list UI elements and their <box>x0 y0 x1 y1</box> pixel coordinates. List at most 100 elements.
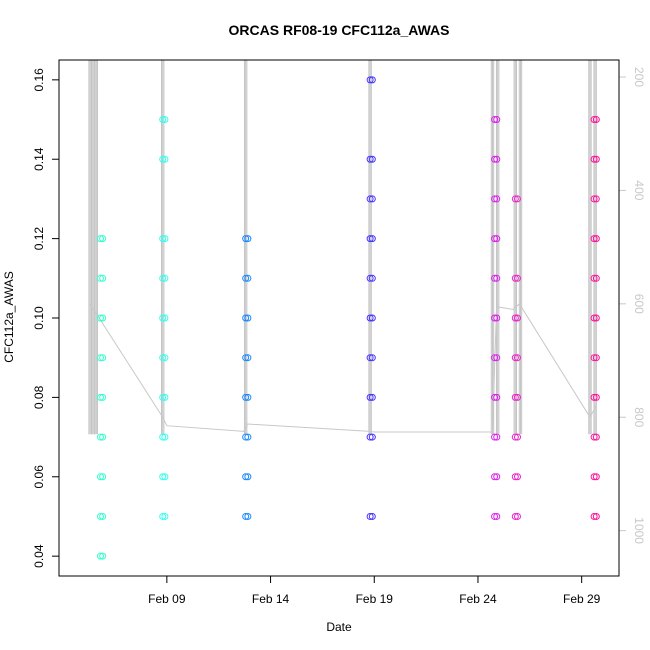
data-point-rf14-1-b <box>592 473 600 481</box>
data-point-rf12-1-b <box>493 473 501 481</box>
data-point-rf09-5-b <box>161 314 169 322</box>
data-point-rf08-3 <box>96 433 104 441</box>
data-point-rf13-4-b <box>513 354 521 362</box>
data-point-rf10-6-b <box>244 274 252 282</box>
data-point-rf14-10-b <box>592 116 600 124</box>
x-tick-label-4: Feb 29 <box>563 592 601 606</box>
data-point-rf14-10 <box>590 116 598 124</box>
data-point-rf10-0-b <box>244 512 252 520</box>
data-point-rf13-7-b <box>513 195 521 203</box>
x-tick-label-2: Feb 19 <box>356 592 394 606</box>
chart-title: ORCAS RF08-19 CFC112a_AWAS <box>229 22 450 38</box>
data-point-rf09-3-b <box>161 393 169 401</box>
data-point-rf10-3 <box>242 393 250 401</box>
data-point-rf09-0-b <box>161 512 169 520</box>
y-tick-label-1: 0.06 <box>32 465 46 489</box>
data-point-rf09-4 <box>159 354 167 362</box>
data-point-rf09-8-b <box>161 155 169 163</box>
y-tick-label-4: 0.12 <box>32 227 46 251</box>
data-point-rf13-3-b <box>513 393 521 401</box>
data-point-rf10-3-b <box>244 393 252 401</box>
data-point-rf08-0-b <box>99 552 107 560</box>
data-point-rf08-7 <box>96 274 104 282</box>
x-tick-label-3: Feb 24 <box>459 592 497 606</box>
data-point-rf14-2-b <box>592 433 600 441</box>
y2-tick-label-2: 600 <box>632 294 646 314</box>
data-point-rf09-5 <box>159 314 167 322</box>
y2-tick-label-1: 400 <box>632 180 646 200</box>
data-point-rf12-4-b <box>493 354 501 362</box>
data-point-rf12-0-b <box>493 512 501 520</box>
data-point-rf14-6-b <box>592 274 600 282</box>
data-point-rf08-8 <box>96 235 104 243</box>
y-tick-label-6: 0.16 <box>32 68 46 92</box>
data-point-rf10-6 <box>242 274 250 282</box>
pressure-track-line <box>89 303 597 433</box>
data-point-rf08-5-b <box>99 354 107 362</box>
data-point-rf11-5 <box>366 274 374 282</box>
data-point-rf12-2 <box>491 433 499 441</box>
data-point-rf11-3 <box>366 354 374 362</box>
data-point-rf08-3-b <box>99 433 107 441</box>
data-point-rf14-6 <box>590 274 598 282</box>
data-point-rf13-6 <box>511 274 519 282</box>
data-point-rf14-4 <box>590 354 598 362</box>
data-point-rf10-7 <box>242 235 250 243</box>
data-point-rf11-2-b <box>368 393 376 401</box>
data-point-rf08-4-b <box>99 393 107 401</box>
data-point-rf12-1 <box>491 473 499 481</box>
data-point-rf09-2-b <box>161 433 169 441</box>
y2-tick-label-3: 800 <box>632 407 646 427</box>
data-point-rf14-0-b <box>592 512 600 520</box>
data-point-rf08-1 <box>96 512 104 520</box>
data-point-rf09-1 <box>159 473 167 481</box>
data-point-rf11-7 <box>366 195 374 203</box>
data-point-rf13-7 <box>511 195 519 203</box>
data-point-rf14-8 <box>590 195 598 203</box>
data-point-rf08-2-b <box>99 473 107 481</box>
data-point-rf11-6 <box>366 235 374 243</box>
data-point-rf08-4 <box>96 393 104 401</box>
data-point-rf11-0-b <box>368 512 376 520</box>
data-point-rf10-2-b <box>244 433 252 441</box>
data-point-rf11-9 <box>366 76 374 84</box>
y-tick-label-5: 0.14 <box>32 147 46 171</box>
data-point-rf13-0 <box>511 512 519 520</box>
data-point-rf10-0 <box>242 512 250 520</box>
y-tick-label-0: 0.04 <box>32 544 46 568</box>
y2-tick-label-4: 1000 <box>632 517 646 544</box>
data-point-rf10-1 <box>242 473 250 481</box>
data-point-rf14-9-b <box>592 155 600 163</box>
data-point-rf14-8-b <box>592 195 600 203</box>
data-point-rf12-6 <box>491 274 499 282</box>
data-point-rf11-5-b <box>368 274 376 282</box>
data-point-rf13-1-b <box>513 473 521 481</box>
data-point-rf12-8-b <box>493 195 501 203</box>
data-point-rf14-7-b <box>592 235 600 243</box>
data-point-rf08-2 <box>96 473 104 481</box>
data-point-rf13-2-b <box>513 433 521 441</box>
data-point-rf10-5 <box>242 314 250 322</box>
data-point-rf12-6-b <box>493 274 501 282</box>
data-point-rf09-4-b <box>161 354 169 362</box>
data-point-rf13-4 <box>511 354 519 362</box>
x-tick-label-1: Feb 14 <box>252 592 290 606</box>
data-point-rf09-6-b <box>161 274 169 282</box>
data-point-rf12-9-b <box>493 155 501 163</box>
data-point-rf12-9 <box>491 155 499 163</box>
data-point-rf09-2 <box>159 433 167 441</box>
data-point-rf11-8-b <box>368 155 376 163</box>
data-point-rf10-2 <box>242 433 250 441</box>
data-point-rf09-3 <box>159 393 167 401</box>
data-point-rf08-1-b <box>99 512 107 520</box>
data-point-rf12-3 <box>491 393 499 401</box>
data-point-rf12-8 <box>491 195 499 203</box>
data-point-rf11-4-b <box>368 314 376 322</box>
data-points <box>96 76 600 560</box>
data-point-rf11-9-b <box>368 76 376 84</box>
data-point-rf09-9-b <box>161 116 169 124</box>
data-point-rf12-10-b <box>493 116 501 124</box>
data-point-rf14-2 <box>590 433 598 441</box>
data-point-rf12-7-b <box>493 235 501 243</box>
